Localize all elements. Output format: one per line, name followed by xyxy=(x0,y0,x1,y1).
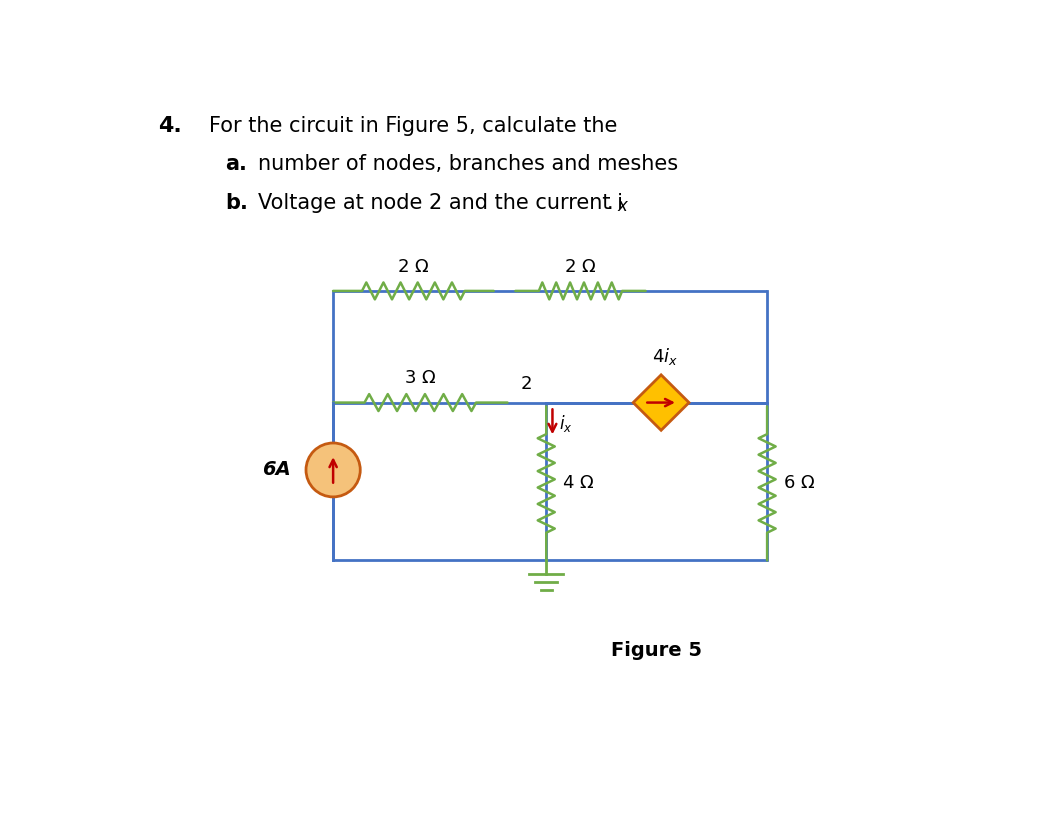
Text: $4i_x$: $4i_x$ xyxy=(652,347,678,367)
Text: 3 $\Omega$: 3 $\Omega$ xyxy=(404,369,436,387)
Text: 4.: 4. xyxy=(158,116,181,136)
Text: 2: 2 xyxy=(521,376,533,393)
Text: Voltage at node 2 and the current i: Voltage at node 2 and the current i xyxy=(258,193,623,213)
Text: For the circuit in Figure 5, calculate the: For the circuit in Figure 5, calculate t… xyxy=(210,116,617,136)
Text: 4 $\Omega$: 4 $\Omega$ xyxy=(561,475,594,492)
Text: $i_x$: $i_x$ xyxy=(559,413,572,434)
Text: 6A: 6A xyxy=(262,461,291,480)
Text: 2 $\Omega$: 2 $\Omega$ xyxy=(397,257,430,276)
Text: .: . xyxy=(607,193,613,213)
Polygon shape xyxy=(633,375,689,431)
Text: b.: b. xyxy=(225,193,249,213)
Circle shape xyxy=(306,443,360,497)
Text: Figure 5: Figure 5 xyxy=(611,641,702,661)
Text: 2 $\Omega$: 2 $\Omega$ xyxy=(564,257,597,276)
Text: 6 $\Omega$: 6 $\Omega$ xyxy=(782,475,815,492)
Text: a.: a. xyxy=(225,154,247,174)
Text: x: x xyxy=(617,197,628,216)
Text: number of nodes, branches and meshes: number of nodes, branches and meshes xyxy=(258,154,678,174)
